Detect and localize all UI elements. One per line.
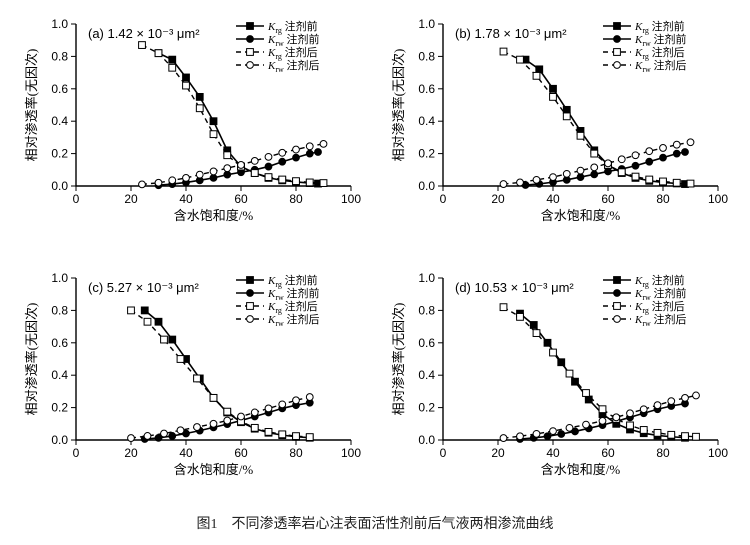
- svg-text:0.6: 0.6: [51, 336, 68, 350]
- svg-text:80: 80: [656, 446, 670, 460]
- svg-text:含水饱和度/%: 含水饱和度/%: [174, 462, 254, 477]
- svg-text:0.8: 0.8: [418, 303, 435, 317]
- svg-text:60: 60: [601, 446, 615, 460]
- svg-text:0: 0: [440, 446, 447, 460]
- svg-text:0.2: 0.2: [51, 147, 68, 161]
- svg-text:Krg 注剂前: Krg 注剂前: [634, 19, 685, 35]
- svg-text:0.4: 0.4: [51, 368, 68, 382]
- panel-b: 0 20 40 60 80 100 0.0 0.2 0.4 0.6 0.8 1.0 含水饱和度/% 相对渗…: [385, 14, 732, 238]
- svg-text:0.2: 0.2: [51, 401, 68, 415]
- figure-caption: 图1 不同渗透率岩心注表面活性剂前后气液两相渗流曲线: [0, 513, 750, 533]
- svg-text:0: 0: [73, 446, 80, 460]
- svg-text:Krw 注剂后: Krw 注剂后: [267, 312, 320, 328]
- svg-text:0.0: 0.0: [51, 179, 68, 193]
- svg-text:相对渗透率(无因次): 相对渗透率(无因次): [391, 303, 406, 416]
- panel-d: 0 20 40 60 80 100 0.0 0.2 0.4 0.6 0.8 1.0 含水饱和度/% 相对渗…: [385, 268, 732, 492]
- svg-text:相对渗透率(无因次): 相对渗透率(无因次): [24, 49, 39, 162]
- svg-text:0.8: 0.8: [51, 49, 68, 63]
- svg-text:Krg 注剂后: Krg 注剂后: [634, 299, 685, 315]
- svg-text:40: 40: [179, 192, 193, 206]
- svg-text:0.4: 0.4: [418, 114, 435, 128]
- svg-text:Krg 注剂前: Krg 注剂前: [267, 19, 318, 35]
- svg-text:1.0: 1.0: [51, 17, 68, 31]
- svg-text:40: 40: [179, 446, 193, 460]
- svg-text:100: 100: [341, 192, 361, 206]
- svg-text:100: 100: [708, 192, 728, 206]
- svg-text:含水饱和度/%: 含水饱和度/%: [541, 462, 621, 477]
- svg-text:(d) 10.53 × 10⁻³ μm²: (d) 10.53 × 10⁻³ μm²: [455, 280, 574, 295]
- svg-text:Krw 注剂前: Krw 注剂前: [267, 32, 320, 48]
- svg-text:0: 0: [73, 192, 80, 206]
- svg-text:0.2: 0.2: [418, 401, 435, 415]
- svg-text:0.2: 0.2: [418, 147, 435, 161]
- svg-text:(c) 5.27 × 10⁻³ μm²: (c) 5.27 × 10⁻³ μm²: [88, 280, 199, 295]
- svg-text:0.0: 0.0: [51, 433, 68, 447]
- svg-text:40: 40: [546, 192, 560, 206]
- svg-text:Krg 注剂前: Krg 注剂前: [267, 273, 318, 289]
- svg-text:100: 100: [341, 446, 361, 460]
- svg-text:0.6: 0.6: [418, 82, 435, 96]
- svg-text:含水饱和度/%: 含水饱和度/%: [174, 208, 254, 223]
- svg-text:20: 20: [124, 446, 138, 460]
- svg-text:Krg 注剂后: Krg 注剂后: [267, 45, 318, 61]
- svg-text:0.0: 0.0: [418, 179, 435, 193]
- svg-text:(a) 1.42 × 10⁻³ μm²: (a) 1.42 × 10⁻³ μm²: [88, 26, 200, 41]
- svg-text:Krw 注剂后: Krw 注剂后: [267, 58, 320, 74]
- svg-text:1.0: 1.0: [418, 17, 435, 31]
- panel-grid: 0 20 40 60 80 100 0.0 0.2 0.4 0.6 0.8 1.0 含水饱和度/% 相对渗…: [18, 14, 732, 492]
- svg-text:(b) 1.78 × 10⁻³ μm²: (b) 1.78 × 10⁻³ μm²: [455, 26, 567, 41]
- svg-text:0: 0: [440, 192, 447, 206]
- svg-text:相对渗透率(无因次): 相对渗透率(无因次): [391, 49, 406, 162]
- svg-text:20: 20: [491, 192, 505, 206]
- svg-text:1.0: 1.0: [418, 271, 435, 285]
- svg-text:80: 80: [289, 446, 303, 460]
- svg-text:Krw 注剂后: Krw 注剂后: [634, 312, 687, 328]
- svg-text:含水饱和度/%: 含水饱和度/%: [541, 208, 621, 223]
- svg-text:80: 80: [656, 192, 670, 206]
- svg-text:40: 40: [546, 446, 560, 460]
- svg-text:60: 60: [234, 446, 248, 460]
- svg-text:0.0: 0.0: [418, 433, 435, 447]
- svg-text:0.6: 0.6: [418, 336, 435, 350]
- svg-text:Krg 注剂前: Krg 注剂前: [634, 273, 685, 289]
- svg-text:0.4: 0.4: [418, 368, 435, 382]
- panel-c: 0 20 40 60 80 100 0.0 0.2 0.4 0.6 0.8 1.0 含水饱和度/% 相对渗…: [18, 268, 365, 492]
- svg-text:20: 20: [124, 192, 138, 206]
- svg-text:60: 60: [234, 192, 248, 206]
- svg-text:100: 100: [708, 446, 728, 460]
- svg-text:0.8: 0.8: [51, 303, 68, 317]
- svg-text:Krw 注剂前: Krw 注剂前: [267, 286, 320, 302]
- svg-text:Krg 注剂后: Krg 注剂后: [267, 299, 318, 315]
- svg-text:Krw 注剂前: Krw 注剂前: [634, 32, 687, 48]
- svg-text:0.6: 0.6: [51, 82, 68, 96]
- svg-text:80: 80: [289, 192, 303, 206]
- svg-text:1.0: 1.0: [51, 271, 68, 285]
- svg-text:Krw 注剂后: Krw 注剂后: [634, 58, 687, 74]
- panel-a: 0 20 40 60 80 100 0.0 0.2 0.4 0.6 0.8 1.0 含水饱和度/% 相对渗…: [18, 14, 365, 238]
- svg-text:0.8: 0.8: [418, 49, 435, 63]
- svg-text:20: 20: [491, 446, 505, 460]
- svg-text:Krg 注剂后: Krg 注剂后: [634, 45, 685, 61]
- svg-text:0.4: 0.4: [51, 114, 68, 128]
- svg-text:60: 60: [601, 192, 615, 206]
- svg-text:Krw 注剂前: Krw 注剂前: [634, 286, 687, 302]
- svg-text:相对渗透率(无因次): 相对渗透率(无因次): [24, 303, 39, 416]
